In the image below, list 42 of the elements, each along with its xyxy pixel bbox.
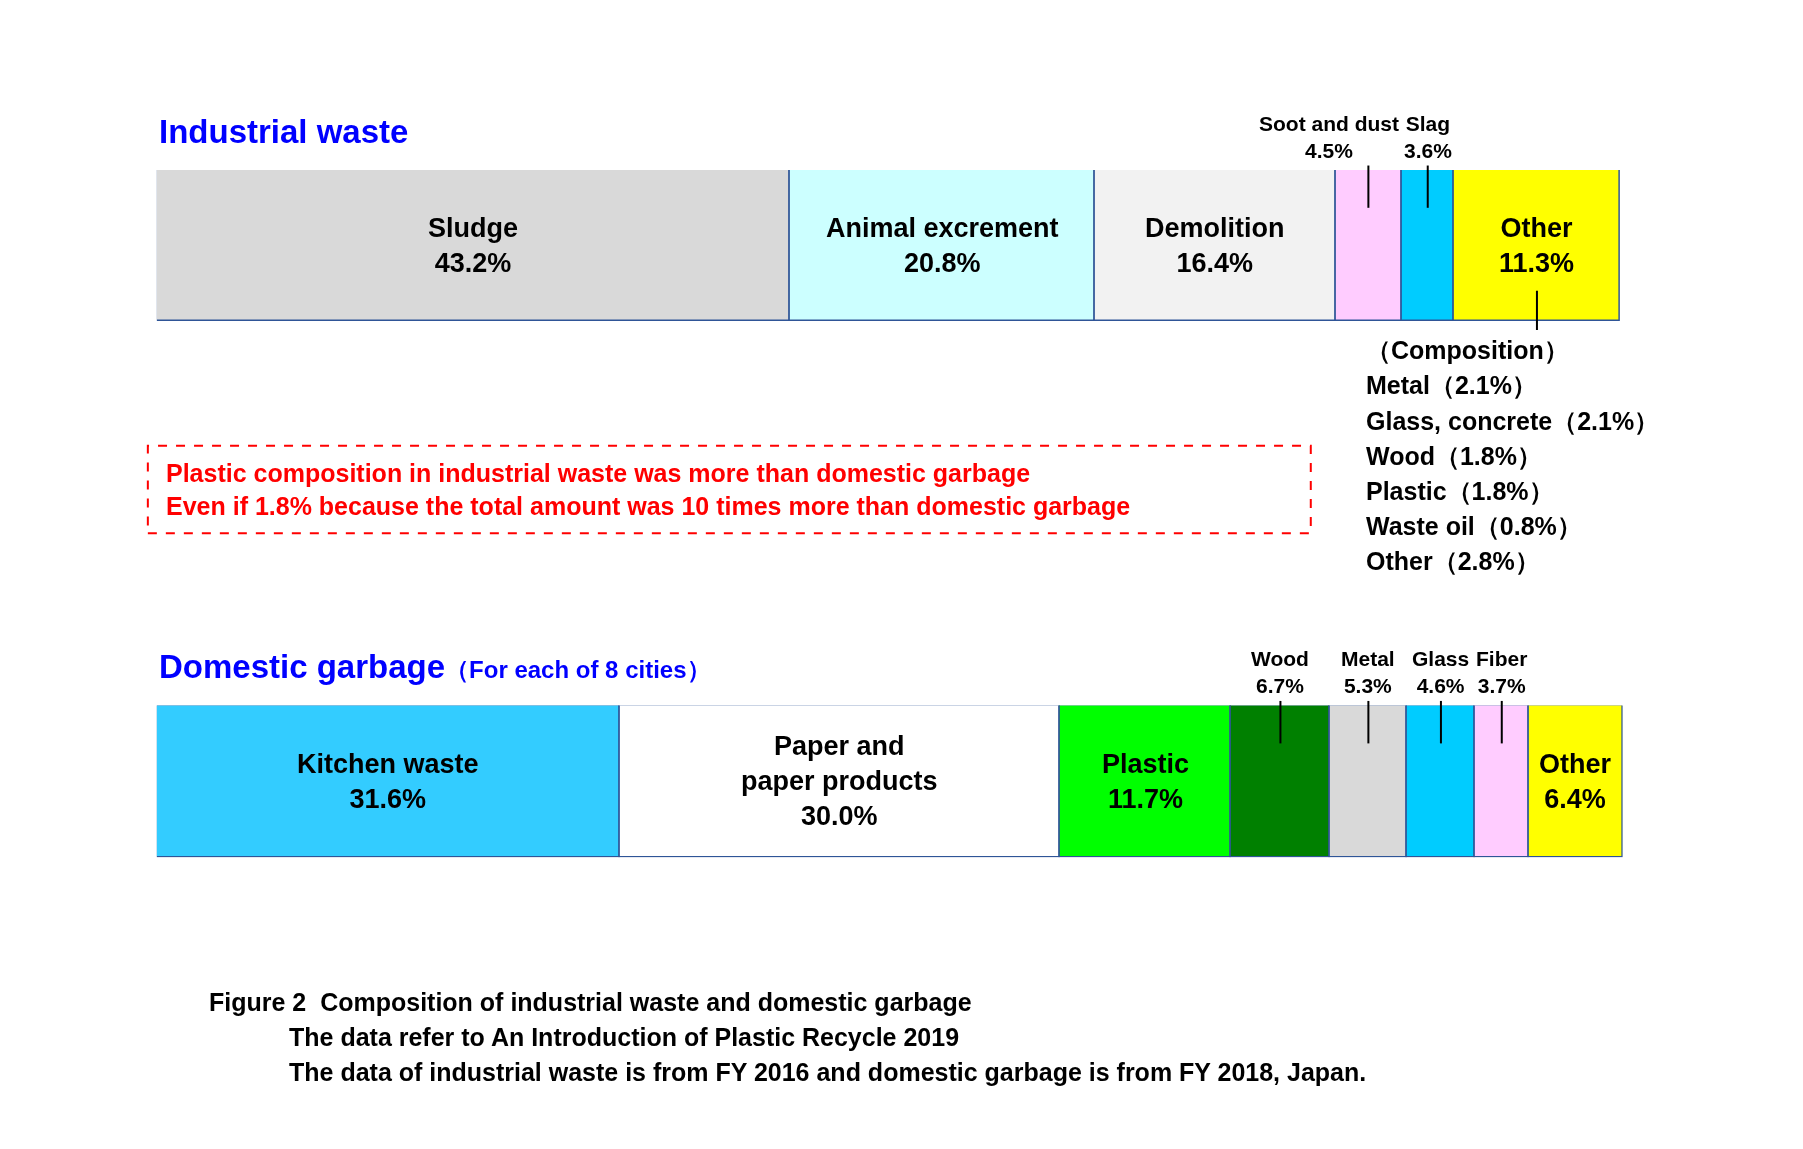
data-label: 20.8% [904, 248, 981, 279]
data-label: 6.7% [1256, 674, 1305, 698]
data-label: 4.5% [1305, 139, 1354, 163]
series-label: Other [1500, 213, 1574, 243]
data-label: 43.2% [434, 248, 512, 279]
data-label: 3.7% [1477, 674, 1526, 698]
text: The data of industrial waste is from FY 2016 and domestic garbage is from FY 2018, Japan. [289, 1058, 1367, 1086]
text: Metal（2.1%） [1366, 371, 1537, 399]
data-label: 3.6% [1404, 139, 1453, 163]
data-label: 31.6% [349, 784, 427, 815]
text: Wood（1.8%） [1366, 442, 1542, 470]
series-label: Demolition [1145, 213, 1285, 243]
series-label: Sludge [428, 213, 519, 243]
text: （Composition） [1366, 336, 1569, 364]
caption: Figure 2 Composition of industrial waste and domestic garbage [209, 988, 972, 1016]
series-label: Wood [1251, 647, 1309, 670]
text: The data refer to An Introduction of Plastic Recycle 2019 [289, 1023, 960, 1051]
series-label: Fiber [1476, 647, 1528, 670]
chart-subtitle: （For each of 8 cities） [445, 656, 711, 683]
data-label: 11.3% [1499, 248, 1575, 279]
data-label: 5.3% [1343, 674, 1393, 698]
series-label: Plastic [1102, 749, 1190, 779]
series-label: Soot and dust [1259, 112, 1399, 135]
text: Plastic（1.8%） [1366, 477, 1554, 505]
data-label: 30.0% [800, 801, 878, 832]
text: Glass, concrete（2.1%） [1366, 407, 1660, 435]
data-label: 4.6% [1416, 674, 1465, 698]
series-label: Kitchen waste [297, 749, 479, 779]
data-label: 16.4% [1176, 248, 1254, 279]
series-label: Paper and paper products [741, 731, 938, 797]
series-label: Other [1539, 749, 1612, 779]
series-label: Slag [1405, 112, 1451, 135]
series-label: Animal excrement [826, 213, 1059, 243]
data-label: 6.4% [1544, 784, 1606, 815]
chart-title: Industrial waste [159, 113, 409, 150]
chart-title: Domestic garbage [159, 648, 446, 685]
series-label: Metal [1341, 647, 1395, 670]
text: Other（2.8%） [1366, 547, 1540, 575]
series-label: Glass [1412, 647, 1470, 670]
text: Waste oil（0.8%） [1366, 512, 1582, 540]
text: Plastic composition in industrial waste was more than domestic garbage Even if 1.8% because the total amount was 10 times more than domestic garbage [166, 459, 1131, 520]
data-label: 11.7% [1107, 784, 1184, 815]
